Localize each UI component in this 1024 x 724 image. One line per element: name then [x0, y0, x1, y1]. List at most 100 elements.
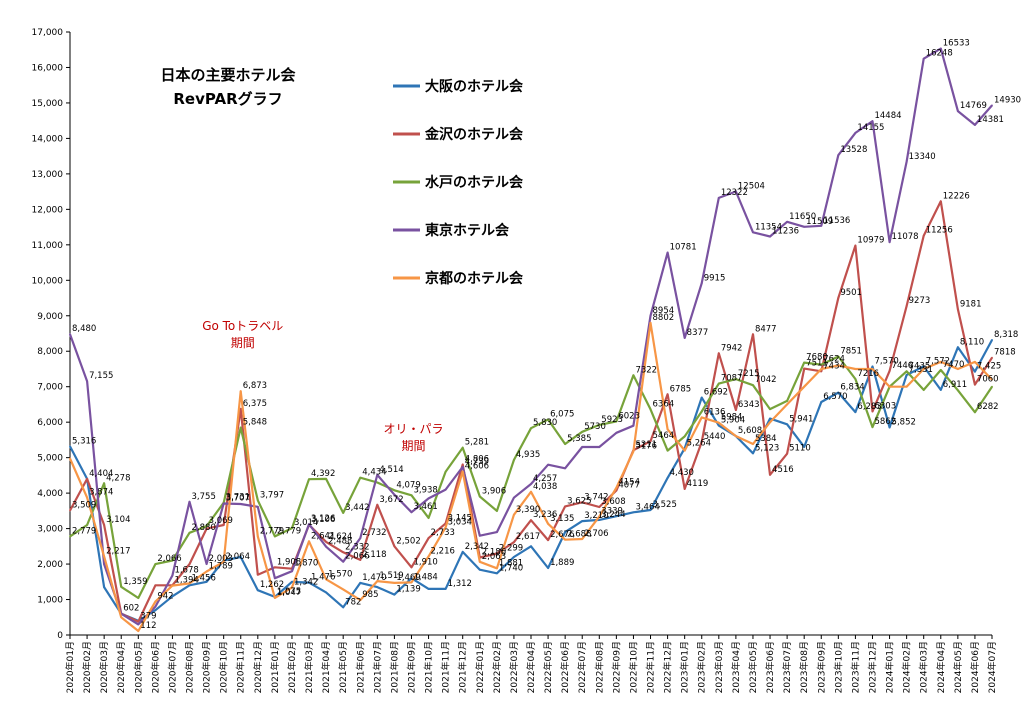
data-label: 16248	[926, 49, 953, 59]
data-point	[256, 505, 259, 508]
data-point	[871, 120, 874, 123]
data-point	[444, 488, 447, 491]
data-point	[922, 365, 925, 368]
data-label: 2,779	[260, 526, 284, 536]
data-point	[427, 537, 430, 539]
legend-label: 水戸のホテル会	[425, 174, 524, 191]
y-tick-label: 10,000	[32, 276, 64, 286]
data-label: 8,480	[72, 324, 96, 334]
data-point	[854, 132, 857, 134]
data-label: 379	[140, 612, 156, 622]
data-point	[837, 391, 840, 394]
data-label: 3,236	[533, 510, 557, 520]
data-point	[342, 551, 345, 554]
data-label: 6,692	[704, 388, 728, 398]
x-tick-label: 2020年10月	[218, 641, 230, 693]
data-label: 4,392	[311, 469, 335, 479]
data-point	[974, 123, 976, 126]
data-label: 5,316	[72, 436, 96, 446]
data-point	[410, 494, 413, 497]
data-label: 3,625	[567, 496, 591, 506]
data-point	[666, 251, 669, 254]
data-point	[427, 517, 430, 519]
data-point	[427, 555, 430, 558]
data-point	[205, 570, 208, 573]
data-point	[905, 160, 908, 163]
data-label: 6,834	[840, 383, 864, 393]
data-point	[974, 370, 976, 373]
data-label: 2,733	[431, 528, 455, 538]
chart-title-line-1: 日本の主要ホテル会	[160, 66, 295, 84]
data-point	[598, 515, 601, 518]
data-point	[649, 440, 652, 443]
x-tick-label: 2020年01月	[64, 641, 76, 693]
data-point	[461, 466, 464, 468]
data-point	[239, 556, 242, 558]
data-label: 1,262	[260, 580, 284, 590]
data-point	[564, 505, 567, 508]
data-point	[325, 578, 328, 581]
data-label: 7087	[721, 374, 743, 384]
data-label: 7,155	[89, 371, 113, 381]
data-point	[939, 388, 942, 391]
data-point	[495, 531, 498, 534]
data-point	[837, 154, 840, 157]
data-label: 5211	[635, 440, 657, 450]
data-point	[444, 587, 447, 590]
annotation-text: 期間	[401, 439, 425, 453]
data-point	[700, 396, 703, 399]
data-point	[256, 589, 259, 592]
data-point	[239, 390, 242, 393]
data-point	[205, 563, 208, 565]
data-point	[461, 446, 464, 449]
data-point	[103, 482, 106, 485]
legend-label: 東京ホテル会	[425, 222, 510, 239]
data-point	[222, 502, 225, 505]
data-point	[888, 385, 891, 388]
data-label: 9273	[909, 296, 931, 306]
data-label: 7435	[909, 361, 931, 371]
data-point	[291, 586, 293, 589]
data-point	[769, 421, 771, 424]
data-point	[939, 200, 942, 203]
data-point	[513, 459, 515, 461]
x-tick-label: 2022年07月	[576, 641, 588, 693]
data-point	[786, 403, 789, 406]
data-point	[649, 321, 652, 324]
data-point	[888, 369, 891, 372]
data-point	[359, 476, 362, 479]
data-point	[291, 570, 293, 573]
data-point	[393, 593, 396, 596]
data-point	[837, 364, 840, 367]
data-point	[974, 383, 976, 386]
data-point	[956, 346, 959, 349]
data-point	[495, 572, 498, 575]
data-label: 7624	[823, 355, 845, 365]
data-label: 5,830	[533, 418, 557, 428]
data-label: 2,216	[431, 546, 455, 556]
data-point	[615, 431, 618, 434]
data-label: 3,906	[482, 486, 506, 496]
chart-title-line-2: RevPARグラフ	[173, 90, 282, 108]
data-point	[342, 560, 345, 563]
data-label: 1,470	[362, 573, 386, 583]
data-label: 3,126	[311, 514, 335, 524]
data-point	[666, 476, 669, 479]
data-point	[854, 368, 857, 370]
data-point	[786, 423, 789, 426]
data-point	[530, 519, 532, 522]
data-point	[734, 435, 737, 437]
data-point	[188, 563, 191, 565]
data-point	[495, 552, 498, 555]
data-point	[564, 531, 567, 534]
data-point	[308, 478, 310, 481]
data-point	[342, 606, 345, 609]
data-label: 3,210	[584, 511, 608, 521]
data-point	[991, 356, 993, 359]
data-point	[905, 374, 908, 376]
data-label: 11650	[789, 212, 816, 222]
data-label: 1,312	[448, 579, 472, 589]
data-label: 3,797	[260, 490, 284, 500]
data-point	[325, 591, 328, 594]
